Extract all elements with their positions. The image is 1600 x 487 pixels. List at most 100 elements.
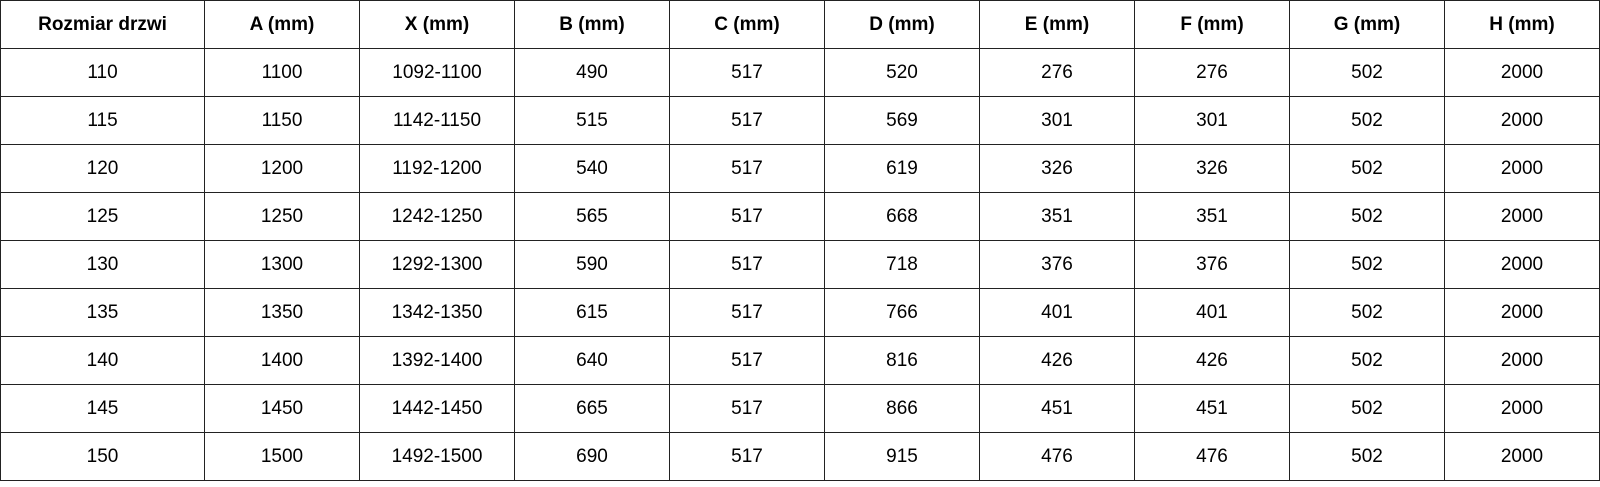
table-cell: 915 bbox=[824, 432, 980, 481]
column-header: G (mm) bbox=[1289, 0, 1445, 49]
table-cell: 517 bbox=[669, 48, 825, 97]
table-cell: 517 bbox=[669, 192, 825, 241]
column-header: D (mm) bbox=[824, 0, 980, 49]
table-cell: 517 bbox=[669, 384, 825, 433]
table-cell: 326 bbox=[1134, 144, 1290, 193]
table-cell: 517 bbox=[669, 240, 825, 289]
table-cell: 490 bbox=[514, 48, 670, 97]
table-row: 130 1300 1292-1300 590 517 718 376 376 502 2000 bbox=[0, 240, 1600, 289]
table-cell: 2000 bbox=[1444, 48, 1600, 97]
table-cell: 1192-1200 bbox=[359, 144, 515, 193]
table-cell: 401 bbox=[1134, 288, 1290, 337]
table-cell: 476 bbox=[979, 432, 1135, 481]
table-cell: 376 bbox=[1134, 240, 1290, 289]
table-cell: 866 bbox=[824, 384, 980, 433]
table-cell: 1500 bbox=[204, 432, 360, 481]
table-cell: 426 bbox=[979, 336, 1135, 385]
table-cell: 150 bbox=[0, 432, 205, 481]
column-header: H (mm) bbox=[1444, 0, 1600, 49]
table-cell: 2000 bbox=[1444, 432, 1600, 481]
table-cell: 451 bbox=[979, 384, 1135, 433]
table-cell: 619 bbox=[824, 144, 980, 193]
table-cell: 140 bbox=[0, 336, 205, 385]
table-cell: 1350 bbox=[204, 288, 360, 337]
table-cell: 401 bbox=[979, 288, 1135, 337]
table-cell: 301 bbox=[979, 96, 1135, 145]
table-row: 115 1150 1142-1150 515 517 569 301 301 502 2000 bbox=[0, 96, 1600, 145]
table-cell: 690 bbox=[514, 432, 670, 481]
table-cell: 665 bbox=[514, 384, 670, 433]
table-row: 110 1100 1092-1100 490 517 520 276 276 502 2000 bbox=[0, 48, 1600, 97]
table-cell: 276 bbox=[979, 48, 1135, 97]
table-cell: 590 bbox=[514, 240, 670, 289]
table-cell: 1200 bbox=[204, 144, 360, 193]
table-cell: 502 bbox=[1289, 336, 1445, 385]
table-cell: 515 bbox=[514, 96, 670, 145]
table-cell: 502 bbox=[1289, 144, 1445, 193]
table-row: 150 1500 1492-1500 690 517 915 476 476 502 2000 bbox=[0, 432, 1600, 481]
header-row: Rozmiar drzwi A (mm) X (mm) B (mm) C (mm) D (… bbox=[0, 0, 1600, 49]
table-cell: 517 bbox=[669, 336, 825, 385]
table-cell: 517 bbox=[669, 288, 825, 337]
table-cell: 326 bbox=[979, 144, 1135, 193]
table-cell: 1300 bbox=[204, 240, 360, 289]
table-cell: 2000 bbox=[1444, 336, 1600, 385]
table-cell: 1292-1300 bbox=[359, 240, 515, 289]
table-cell: 2000 bbox=[1444, 144, 1600, 193]
table-cell: 1092-1100 bbox=[359, 48, 515, 97]
table-cell: 517 bbox=[669, 432, 825, 481]
table-cell: 145 bbox=[0, 384, 205, 433]
table-cell: 120 bbox=[0, 144, 205, 193]
table-cell: 376 bbox=[979, 240, 1135, 289]
table-cell: 502 bbox=[1289, 432, 1445, 481]
column-header: E (mm) bbox=[979, 0, 1135, 49]
table-row: 135 1350 1342-1350 615 517 766 401 401 502 2000 bbox=[0, 288, 1600, 337]
table-cell: 540 bbox=[514, 144, 670, 193]
table-cell: 502 bbox=[1289, 288, 1445, 337]
column-header: F (mm) bbox=[1134, 0, 1290, 49]
table-cell: 640 bbox=[514, 336, 670, 385]
table-cell: 426 bbox=[1134, 336, 1290, 385]
table-cell: 520 bbox=[824, 48, 980, 97]
table-cell: 718 bbox=[824, 240, 980, 289]
table-cell: 1442-1450 bbox=[359, 384, 515, 433]
table-row: 125 1250 1242-1250 565 517 668 351 351 502 2000 bbox=[0, 192, 1600, 241]
table-row: 120 1200 1192-1200 540 517 619 326 326 502 2000 bbox=[0, 144, 1600, 193]
column-header: B (mm) bbox=[514, 0, 670, 49]
table-cell: 1250 bbox=[204, 192, 360, 241]
table-cell: 502 bbox=[1289, 48, 1445, 97]
table-cell: 502 bbox=[1289, 192, 1445, 241]
table-cell: 615 bbox=[514, 288, 670, 337]
table-cell: 476 bbox=[1134, 432, 1290, 481]
table-cell: 816 bbox=[824, 336, 980, 385]
table-cell: 276 bbox=[1134, 48, 1290, 97]
table-cell: 1450 bbox=[204, 384, 360, 433]
table-cell: 1492-1500 bbox=[359, 432, 515, 481]
table-cell: 351 bbox=[1134, 192, 1290, 241]
table-cell: 301 bbox=[1134, 96, 1290, 145]
column-header: C (mm) bbox=[669, 0, 825, 49]
table-cell: 1142-1150 bbox=[359, 96, 515, 145]
table-cell: 1242-1250 bbox=[359, 192, 515, 241]
table-cell: 451 bbox=[1134, 384, 1290, 433]
table-cell: 502 bbox=[1289, 96, 1445, 145]
table-row: 140 1400 1392-1400 640 517 816 426 426 502 2000 bbox=[0, 336, 1600, 385]
table-cell: 2000 bbox=[1444, 288, 1600, 337]
table-cell: 569 bbox=[824, 96, 980, 145]
table-cell: 668 bbox=[824, 192, 980, 241]
table-row: 145 1450 1442-1450 665 517 866 451 451 502 2000 bbox=[0, 384, 1600, 433]
table-cell: 115 bbox=[0, 96, 205, 145]
table-cell: 565 bbox=[514, 192, 670, 241]
table-cell: 2000 bbox=[1444, 384, 1600, 433]
table-cell: 517 bbox=[669, 144, 825, 193]
column-header: A (mm) bbox=[204, 0, 360, 49]
table-cell: 2000 bbox=[1444, 96, 1600, 145]
table-cell: 502 bbox=[1289, 240, 1445, 289]
column-header: Rozmiar drzwi bbox=[0, 0, 205, 49]
table-cell: 1342-1350 bbox=[359, 288, 515, 337]
table-cell: 502 bbox=[1289, 384, 1445, 433]
table-cell: 2000 bbox=[1444, 192, 1600, 241]
table-cell: 130 bbox=[0, 240, 205, 289]
table-cell: 2000 bbox=[1444, 240, 1600, 289]
